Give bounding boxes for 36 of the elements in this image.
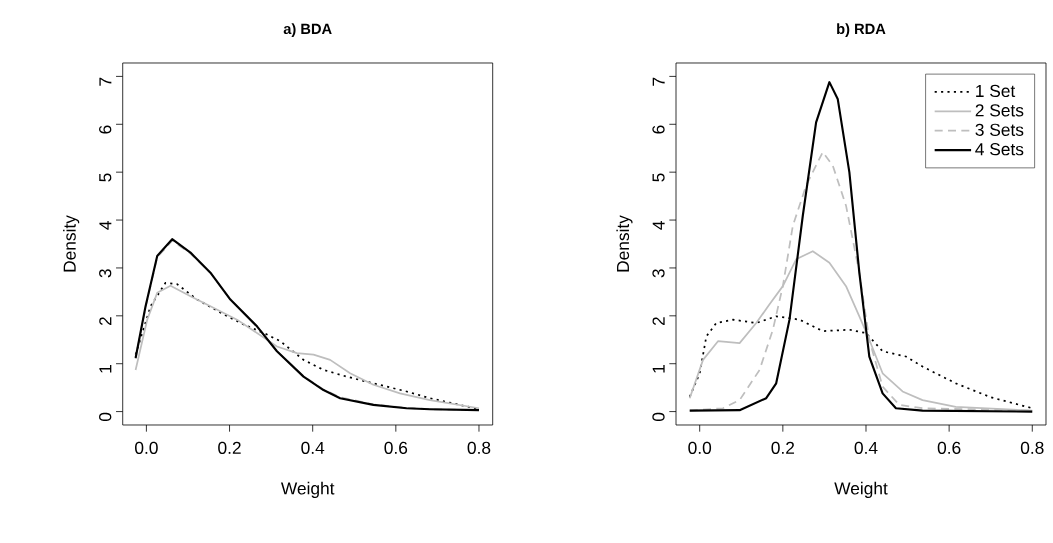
y-tick-label: 0 — [652, 412, 665, 422]
x-axis-title: Weight — [280, 481, 335, 498]
x-tick-label: 0.6 — [384, 441, 408, 454]
x-tick-label: 0.8 — [467, 441, 491, 454]
chart-title: a) BDA — [283, 23, 332, 37]
x-tick-label: 0.0 — [135, 441, 158, 454]
y-tick-label: 0 — [99, 412, 112, 422]
x-tick-label: 0.8 — [1020, 441, 1044, 454]
y-tick-label: 5 — [99, 173, 112, 182]
x-tick-label: 0.0 — [688, 441, 712, 454]
y-axis-title: Density — [63, 215, 80, 272]
y-tick-label: 2 — [652, 317, 665, 326]
y-tick-label: 1 — [652, 365, 665, 373]
legend-label: 2 Sets — [975, 104, 1024, 117]
y-tick-label: 1 — [99, 365, 112, 373]
chart-title: b) RDA — [837, 23, 886, 37]
y-tick-label: 7 — [652, 77, 665, 86]
y-tick-label: 7 — [99, 77, 112, 86]
y-tick-label: 2 — [99, 317, 112, 326]
x-tick-label: 0.4 — [301, 441, 325, 454]
y-tick-label: 6 — [652, 125, 665, 134]
x-tick-label: 0.2 — [771, 441, 795, 454]
legend-label: 1 Set — [976, 84, 1016, 98]
y-tick-label: 4 — [652, 221, 665, 230]
y-tick-label: 3 — [652, 269, 665, 278]
x-tick-label: 0.2 — [218, 441, 241, 454]
legend-label: 4 Sets — [975, 143, 1024, 156]
y-tick-label: 3 — [99, 269, 112, 278]
x-tick-label: 0.4 — [854, 441, 878, 454]
y-axis-title: Density — [616, 215, 633, 272]
y-tick-label: 6 — [99, 125, 112, 134]
y-tick-label: 4 — [99, 221, 112, 230]
x-tick-label: 0.6 — [937, 441, 961, 454]
legend-label: 3 Sets — [975, 123, 1024, 136]
y-tick-label: 5 — [652, 173, 665, 182]
x-axis-title: Weight — [834, 481, 888, 498]
